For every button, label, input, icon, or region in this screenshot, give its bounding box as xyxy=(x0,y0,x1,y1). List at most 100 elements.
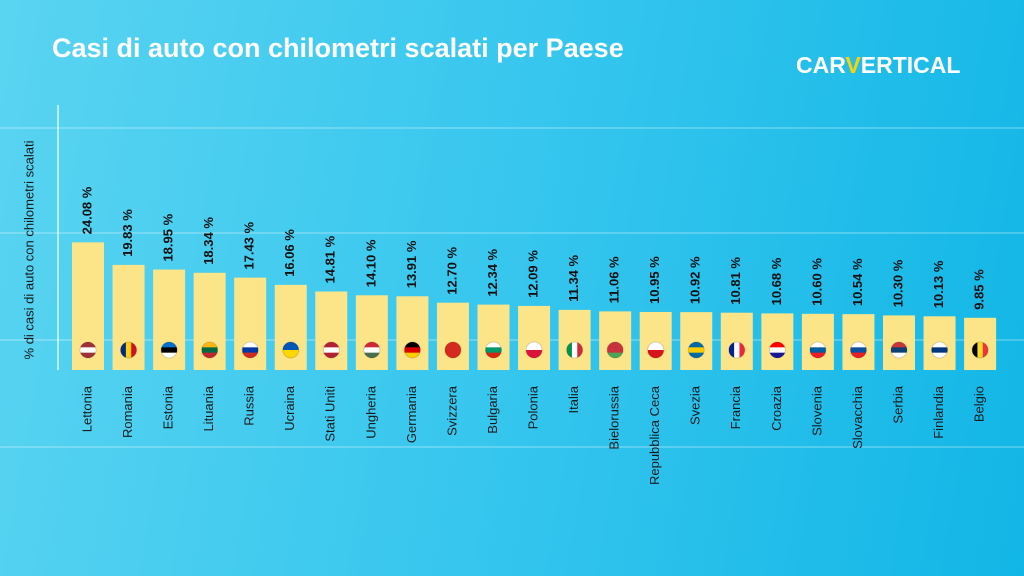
flag-stripe xyxy=(363,352,380,358)
flag xyxy=(444,342,461,358)
flag-ring xyxy=(485,341,502,359)
value-label: 19.83 % xyxy=(120,209,135,257)
bar xyxy=(558,309,591,370)
x-tick-label: Finlandia xyxy=(931,385,946,439)
flag-stripe xyxy=(201,342,218,348)
flag-ring xyxy=(525,341,543,359)
flag-stripe xyxy=(363,342,380,348)
flag-stripe xyxy=(485,347,502,353)
flag-stripe xyxy=(891,347,907,353)
flag-stripe xyxy=(485,352,502,358)
bar xyxy=(355,295,388,370)
flag-stripe xyxy=(850,352,867,358)
flag-stripe xyxy=(282,350,299,358)
flag-stripe xyxy=(444,342,461,351)
x-tick-label: Slovenia xyxy=(809,385,824,436)
flag-stripe xyxy=(571,342,578,358)
value-label: 10.60 % xyxy=(809,258,824,306)
flag xyxy=(526,342,543,358)
flag-stripe xyxy=(809,352,826,358)
value-label: 24.08 % xyxy=(79,186,94,234)
flag-stripe xyxy=(647,342,664,351)
value-label: 10.81 % xyxy=(728,257,743,305)
x-tick-label: Russia xyxy=(242,385,257,426)
flag xyxy=(242,342,259,358)
y-axis-title: % di casi di auto con chilometri scalati xyxy=(21,140,36,359)
flag-ring xyxy=(201,341,219,359)
flag-stripe xyxy=(728,342,735,358)
flag xyxy=(282,342,299,358)
flag xyxy=(404,342,421,358)
flag-stripe xyxy=(125,342,132,358)
value-label: 18.34 % xyxy=(201,217,216,265)
x-tick-label: Serbia xyxy=(890,385,905,423)
bar xyxy=(396,296,429,370)
x-tick-label: Germania xyxy=(404,385,419,443)
flag-stripe xyxy=(607,342,624,348)
value-label: 10.68 % xyxy=(769,257,784,305)
bar xyxy=(599,311,632,370)
logo-part: V xyxy=(845,52,861,78)
flag-stripe xyxy=(809,342,826,348)
flag-ring xyxy=(403,341,421,359)
flag-stripe xyxy=(891,352,907,358)
flag xyxy=(769,342,786,358)
flag-ring xyxy=(160,341,178,359)
flag-ring xyxy=(606,341,624,359)
flag-ring xyxy=(647,341,665,359)
flag-stripe xyxy=(688,352,705,358)
flag xyxy=(647,342,664,358)
value-label: 13.91 % xyxy=(404,240,419,288)
flag-ring xyxy=(363,341,381,359)
flag xyxy=(850,342,867,358)
flag-stripe xyxy=(769,347,786,353)
flag-stripe xyxy=(161,342,178,348)
flag-ring xyxy=(768,341,786,359)
flag-stripe xyxy=(131,342,137,358)
flag xyxy=(891,342,907,358)
flag-ring xyxy=(241,341,259,359)
flag-stripe xyxy=(891,342,907,348)
flag-stripe xyxy=(323,352,340,358)
flag-stripe xyxy=(80,352,96,358)
bar xyxy=(761,313,794,370)
flag-stripe xyxy=(120,342,127,358)
flag xyxy=(363,342,380,358)
flag-stripe xyxy=(688,342,705,348)
value-label: 9.85 % xyxy=(972,269,987,310)
value-label: 10.92 % xyxy=(688,256,703,304)
flag-stripe xyxy=(734,342,740,358)
flag-ring xyxy=(809,341,827,359)
flag-stripe xyxy=(577,342,583,358)
flag xyxy=(323,342,340,358)
flag xyxy=(607,342,624,358)
flag xyxy=(201,342,218,358)
flag xyxy=(728,342,745,358)
flag-stripe xyxy=(931,347,948,353)
flag-ring xyxy=(322,341,340,359)
flag-stripe xyxy=(931,342,948,348)
flag-stripe xyxy=(404,347,421,353)
flag xyxy=(80,342,96,358)
flag-stripe xyxy=(769,352,786,358)
value-label: 14.10 % xyxy=(363,239,378,287)
flag-stripe xyxy=(982,342,989,358)
flag-stripe xyxy=(850,342,867,348)
value-label: 10.30 % xyxy=(890,259,905,307)
flag-ring xyxy=(890,341,908,359)
flag-ring xyxy=(444,341,462,359)
flag-ring xyxy=(931,341,949,359)
bar xyxy=(680,312,713,370)
x-tick-label: Bulgaria xyxy=(485,385,500,433)
flag-stripe xyxy=(739,342,745,358)
value-label: 14.81 % xyxy=(323,235,338,283)
x-tick-label: Estonia xyxy=(161,385,176,429)
bar xyxy=(477,304,510,370)
logo-part: ERTICAL xyxy=(861,52,961,78)
flag-stripe xyxy=(931,352,948,358)
flag-stripe xyxy=(444,350,461,358)
value-label: 11.34 % xyxy=(566,254,581,301)
bar xyxy=(801,313,834,370)
